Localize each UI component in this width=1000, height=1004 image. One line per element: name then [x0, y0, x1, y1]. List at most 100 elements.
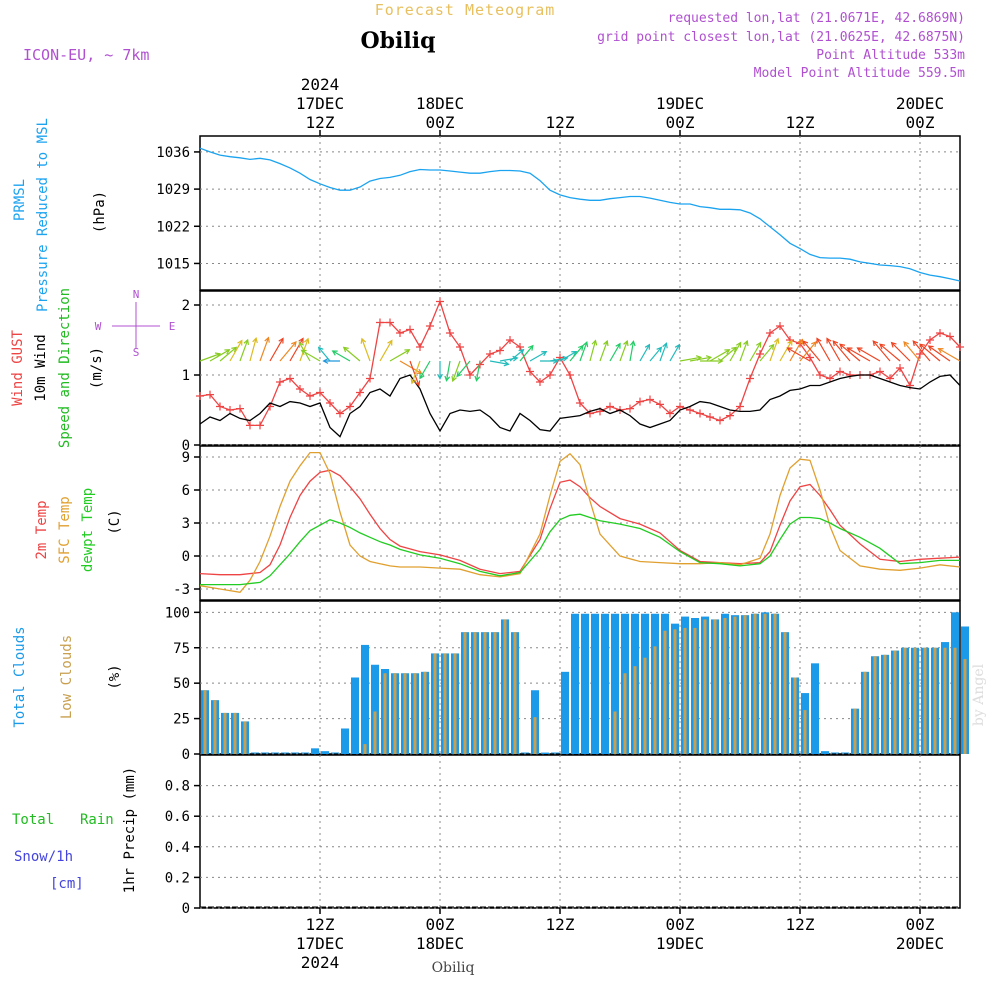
- low-clouds-bar: [613, 711, 617, 754]
- total-clouds-bar: [601, 613, 609, 754]
- low-clouds-bar: [513, 632, 517, 754]
- wind-direction-arrow: [919, 343, 941, 362]
- total-clouds-bar: [311, 748, 319, 754]
- bottom-time-label: 00Z: [426, 915, 455, 934]
- precip-frame: [199, 754, 961, 909]
- wind-direction-arrow: [599, 340, 608, 362]
- gust-marker: [756, 350, 764, 358]
- wind-arrowhead: [331, 350, 338, 356]
- precip-label-unit: 1hr Precip (mm): [122, 767, 138, 893]
- gust-marker: [516, 343, 524, 351]
- temp-label-2m: 2m Temp: [34, 500, 50, 559]
- low-clouds-bar: [703, 619, 707, 754]
- gust-marker: [726, 411, 734, 420]
- wind-direction-arrow: [816, 338, 831, 362]
- low-clouds-bar: [533, 717, 537, 754]
- bottom-time-label: 00Z: [906, 915, 935, 934]
- top-time-label: 00Z: [426, 113, 455, 132]
- wind-direction-arrow: [903, 341, 921, 362]
- wind-direction-arrow: [839, 343, 861, 362]
- clouds-panel: 0 25 50 75 100: [165, 600, 969, 763]
- low-clouds-bar: [883, 654, 887, 754]
- pressure-panel: 1015 1022 1029 1036: [156, 135, 961, 291]
- gust-marker: [486, 350, 494, 358]
- wind-direction-arrow: [629, 341, 635, 362]
- wind-arrowhead: [787, 339, 793, 346]
- wind-direction-arrow: [689, 356, 711, 362]
- wind-direction-arrow: [639, 344, 650, 362]
- gust-marker: [946, 332, 954, 341]
- gust-marker: [656, 400, 664, 409]
- total-clouds-bar: [541, 752, 549, 754]
- gust-marker: [496, 346, 504, 355]
- temperature-ytick-label: 6: [182, 483, 190, 499]
- gust-marker: [706, 413, 714, 421]
- wind-arrowhead: [615, 342, 621, 349]
- top-time-label: 12Z: [546, 113, 575, 132]
- wind-arrowhead: [826, 337, 832, 344]
- wind-arrowhead: [252, 336, 258, 344]
- gust-marker: [206, 390, 214, 399]
- wind-direction-arrow: [857, 347, 881, 362]
- wind-ytick-label: 2: [182, 298, 190, 314]
- wind-arrowhead: [937, 347, 944, 354]
- precip-ytick-label: 0.6: [165, 809, 190, 825]
- wind-direction-arrow: [609, 343, 621, 362]
- pressure-ylabels: PRMSL Pressure Reduced to MSL (hPa): [12, 118, 108, 312]
- low-clouds-bar: [403, 673, 407, 754]
- gust-marker: [886, 374, 894, 383]
- low-clouds-bar: [963, 659, 967, 754]
- wind-arrowhead: [419, 373, 425, 380]
- low-clouds-bar: [623, 673, 627, 754]
- top-time-label: 12Z: [306, 113, 335, 132]
- gust-marker: [716, 416, 724, 425]
- wind-arrowhead: [562, 355, 569, 362]
- wind-direction-arrow: [579, 342, 588, 362]
- low-clouds-bar: [953, 647, 957, 754]
- wind-direction-arrow: [559, 351, 577, 362]
- gust-marker: [446, 329, 454, 337]
- total-clouds-bar: [341, 728, 349, 754]
- requested-coords: requested lon,lat (21.0671E, 42.6869N): [668, 11, 965, 26]
- wind-direction-arrow: [847, 347, 871, 362]
- low-clouds-bar: [383, 673, 387, 754]
- gust-marker: [746, 374, 754, 383]
- wind-arrowhead: [591, 339, 598, 346]
- gust-marker: [526, 367, 534, 376]
- wind-direction-arrow: [259, 337, 270, 362]
- wind-direction-arrow: [489, 360, 509, 365]
- wind-direction-arrow: [343, 346, 361, 362]
- gust-marker: [826, 374, 834, 383]
- wind-arrowhead: [444, 375, 451, 382]
- wind-direction-arrow: [269, 338, 284, 362]
- low-clouds-bar: [913, 647, 917, 754]
- top-time-label: 20DEC: [896, 94, 944, 113]
- wind-direction-arrow: [826, 338, 841, 362]
- wind-arrowhead: [903, 341, 909, 348]
- wind-label-unit: (m/s): [89, 347, 105, 389]
- wind-direction-arrow: [759, 344, 775, 362]
- series-2m-temp: [199, 469, 961, 576]
- low-clouds-bar: [753, 613, 757, 754]
- clouds-ylabels: Total Clouds Low Clouds (%): [12, 626, 123, 727]
- series-sfc-temp: [199, 451, 961, 594]
- gust-marker: [576, 399, 584, 407]
- precip-ytick-label: 0.8: [165, 779, 190, 795]
- wind-arrowhead: [414, 380, 421, 387]
- clouds-ytick-label: 50: [173, 676, 190, 692]
- bottom-time-label: 2024: [301, 953, 340, 972]
- wind-direction-arrow: [301, 349, 321, 362]
- low-clouds-bar: [393, 673, 397, 754]
- wind-arrowhead: [237, 339, 243, 346]
- top-time-label: 12Z: [786, 113, 815, 132]
- wind-direction-arrow: [279, 341, 297, 362]
- wind-arrowhead: [552, 358, 559, 364]
- total-clouds-bar: [321, 751, 329, 754]
- gust-marker: [466, 371, 474, 379]
- total-clouds-bar: [351, 677, 359, 754]
- top-time-label: 00Z: [906, 113, 935, 132]
- low-clouds-bar: [803, 710, 807, 754]
- bottom-time-label: 18DEC: [416, 934, 464, 953]
- wind-arrowhead: [912, 340, 919, 347]
